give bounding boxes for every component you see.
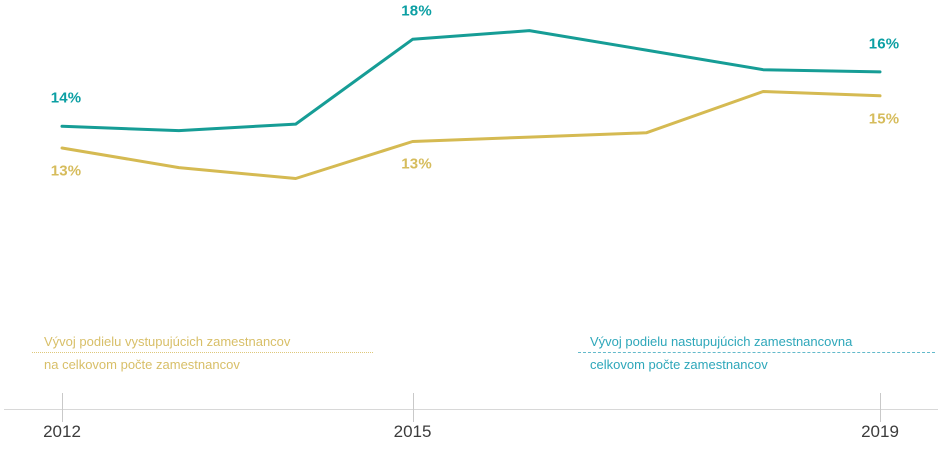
legend-vystupujuci: Vývoj podielu vystupujúcich zamestnancov… [32, 332, 373, 374]
x-axis-label-2012: 2012 [43, 422, 81, 441]
x-axis-tick-2015 [412, 393, 414, 422]
series-line-nastupujuci [60, 29, 882, 133]
legend-vystupujuci-line2: na celkovom počte zamestnancov [44, 357, 240, 372]
x-axis-line [4, 409, 938, 410]
legend-nastupujuci-line1: Vývoj podielu nastupujúcich zamestnancov… [590, 334, 853, 349]
data-label-vystupujuci-2012: 13% [50, 162, 82, 180]
legend-vystupujuci-rule [32, 352, 373, 353]
legend-nastupujuci-line2: celkovom počte zamestnancov [590, 357, 768, 372]
data-label-nastupujuci-2019: 16% [868, 35, 900, 53]
legend-vystupujuci-line1: Vývoj podielu vystupujúcich zamestnancov [44, 334, 291, 349]
series-line-vystupujuci [60, 90, 882, 180]
data-label-nastupujuci-2012: 14% [50, 89, 82, 107]
x-axis-tick-2012 [62, 393, 63, 422]
data-label-vystupujuci-2019: 15% [868, 110, 900, 128]
legend-nastupujuci: Vývoj podielu nastupujúcich zamestnancov… [578, 332, 935, 374]
x-axis-tick-2019 [880, 393, 881, 422]
x-axis-label-2019: 2019 [861, 422, 899, 441]
x-axis-label-2015: 2015 [393, 422, 432, 441]
data-label-vystupujuci-2015: 13% [401, 155, 432, 173]
data-label-nastupujuci-2015: 18% [401, 2, 432, 20]
legend-nastupujuci-rule [578, 352, 935, 353]
